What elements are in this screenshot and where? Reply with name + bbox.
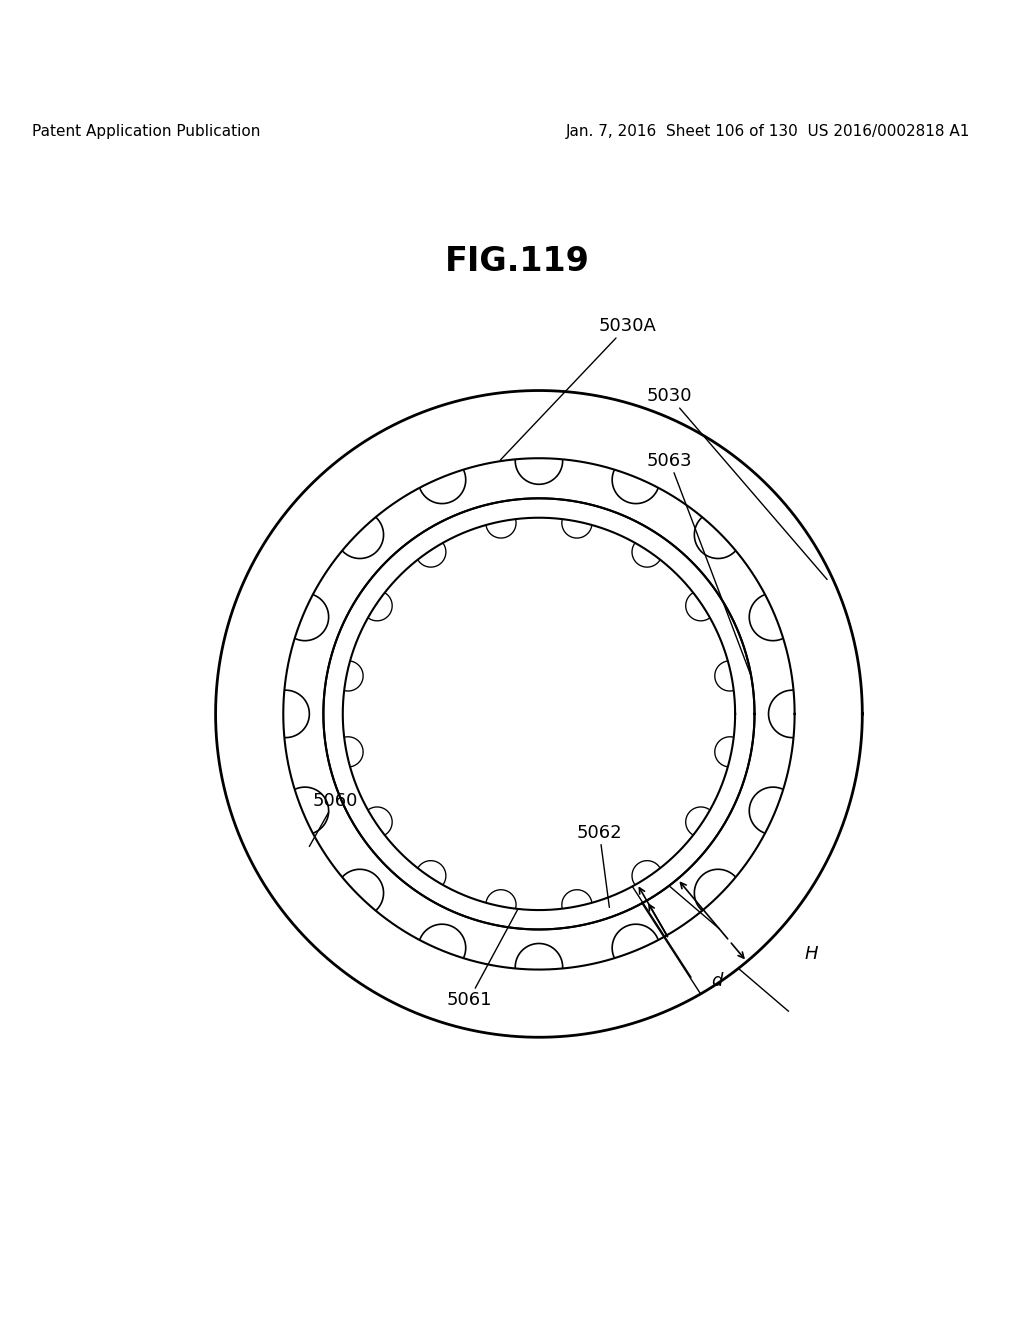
Text: 5061: 5061 xyxy=(446,909,517,1008)
Text: 5063: 5063 xyxy=(647,451,752,676)
Text: Patent Application Publication: Patent Application Publication xyxy=(33,124,261,140)
Text: H: H xyxy=(805,945,818,964)
Text: d: d xyxy=(712,972,723,990)
Text: 5030: 5030 xyxy=(647,387,827,579)
Text: 5062: 5062 xyxy=(577,824,623,907)
Text: 5060: 5060 xyxy=(309,792,358,846)
Text: FIG.119: FIG.119 xyxy=(445,244,590,277)
Text: 5030A: 5030A xyxy=(501,317,656,461)
Text: Jan. 7, 2016  Sheet 106 of 130  US 2016/0002818 A1: Jan. 7, 2016 Sheet 106 of 130 US 2016/00… xyxy=(565,124,970,140)
